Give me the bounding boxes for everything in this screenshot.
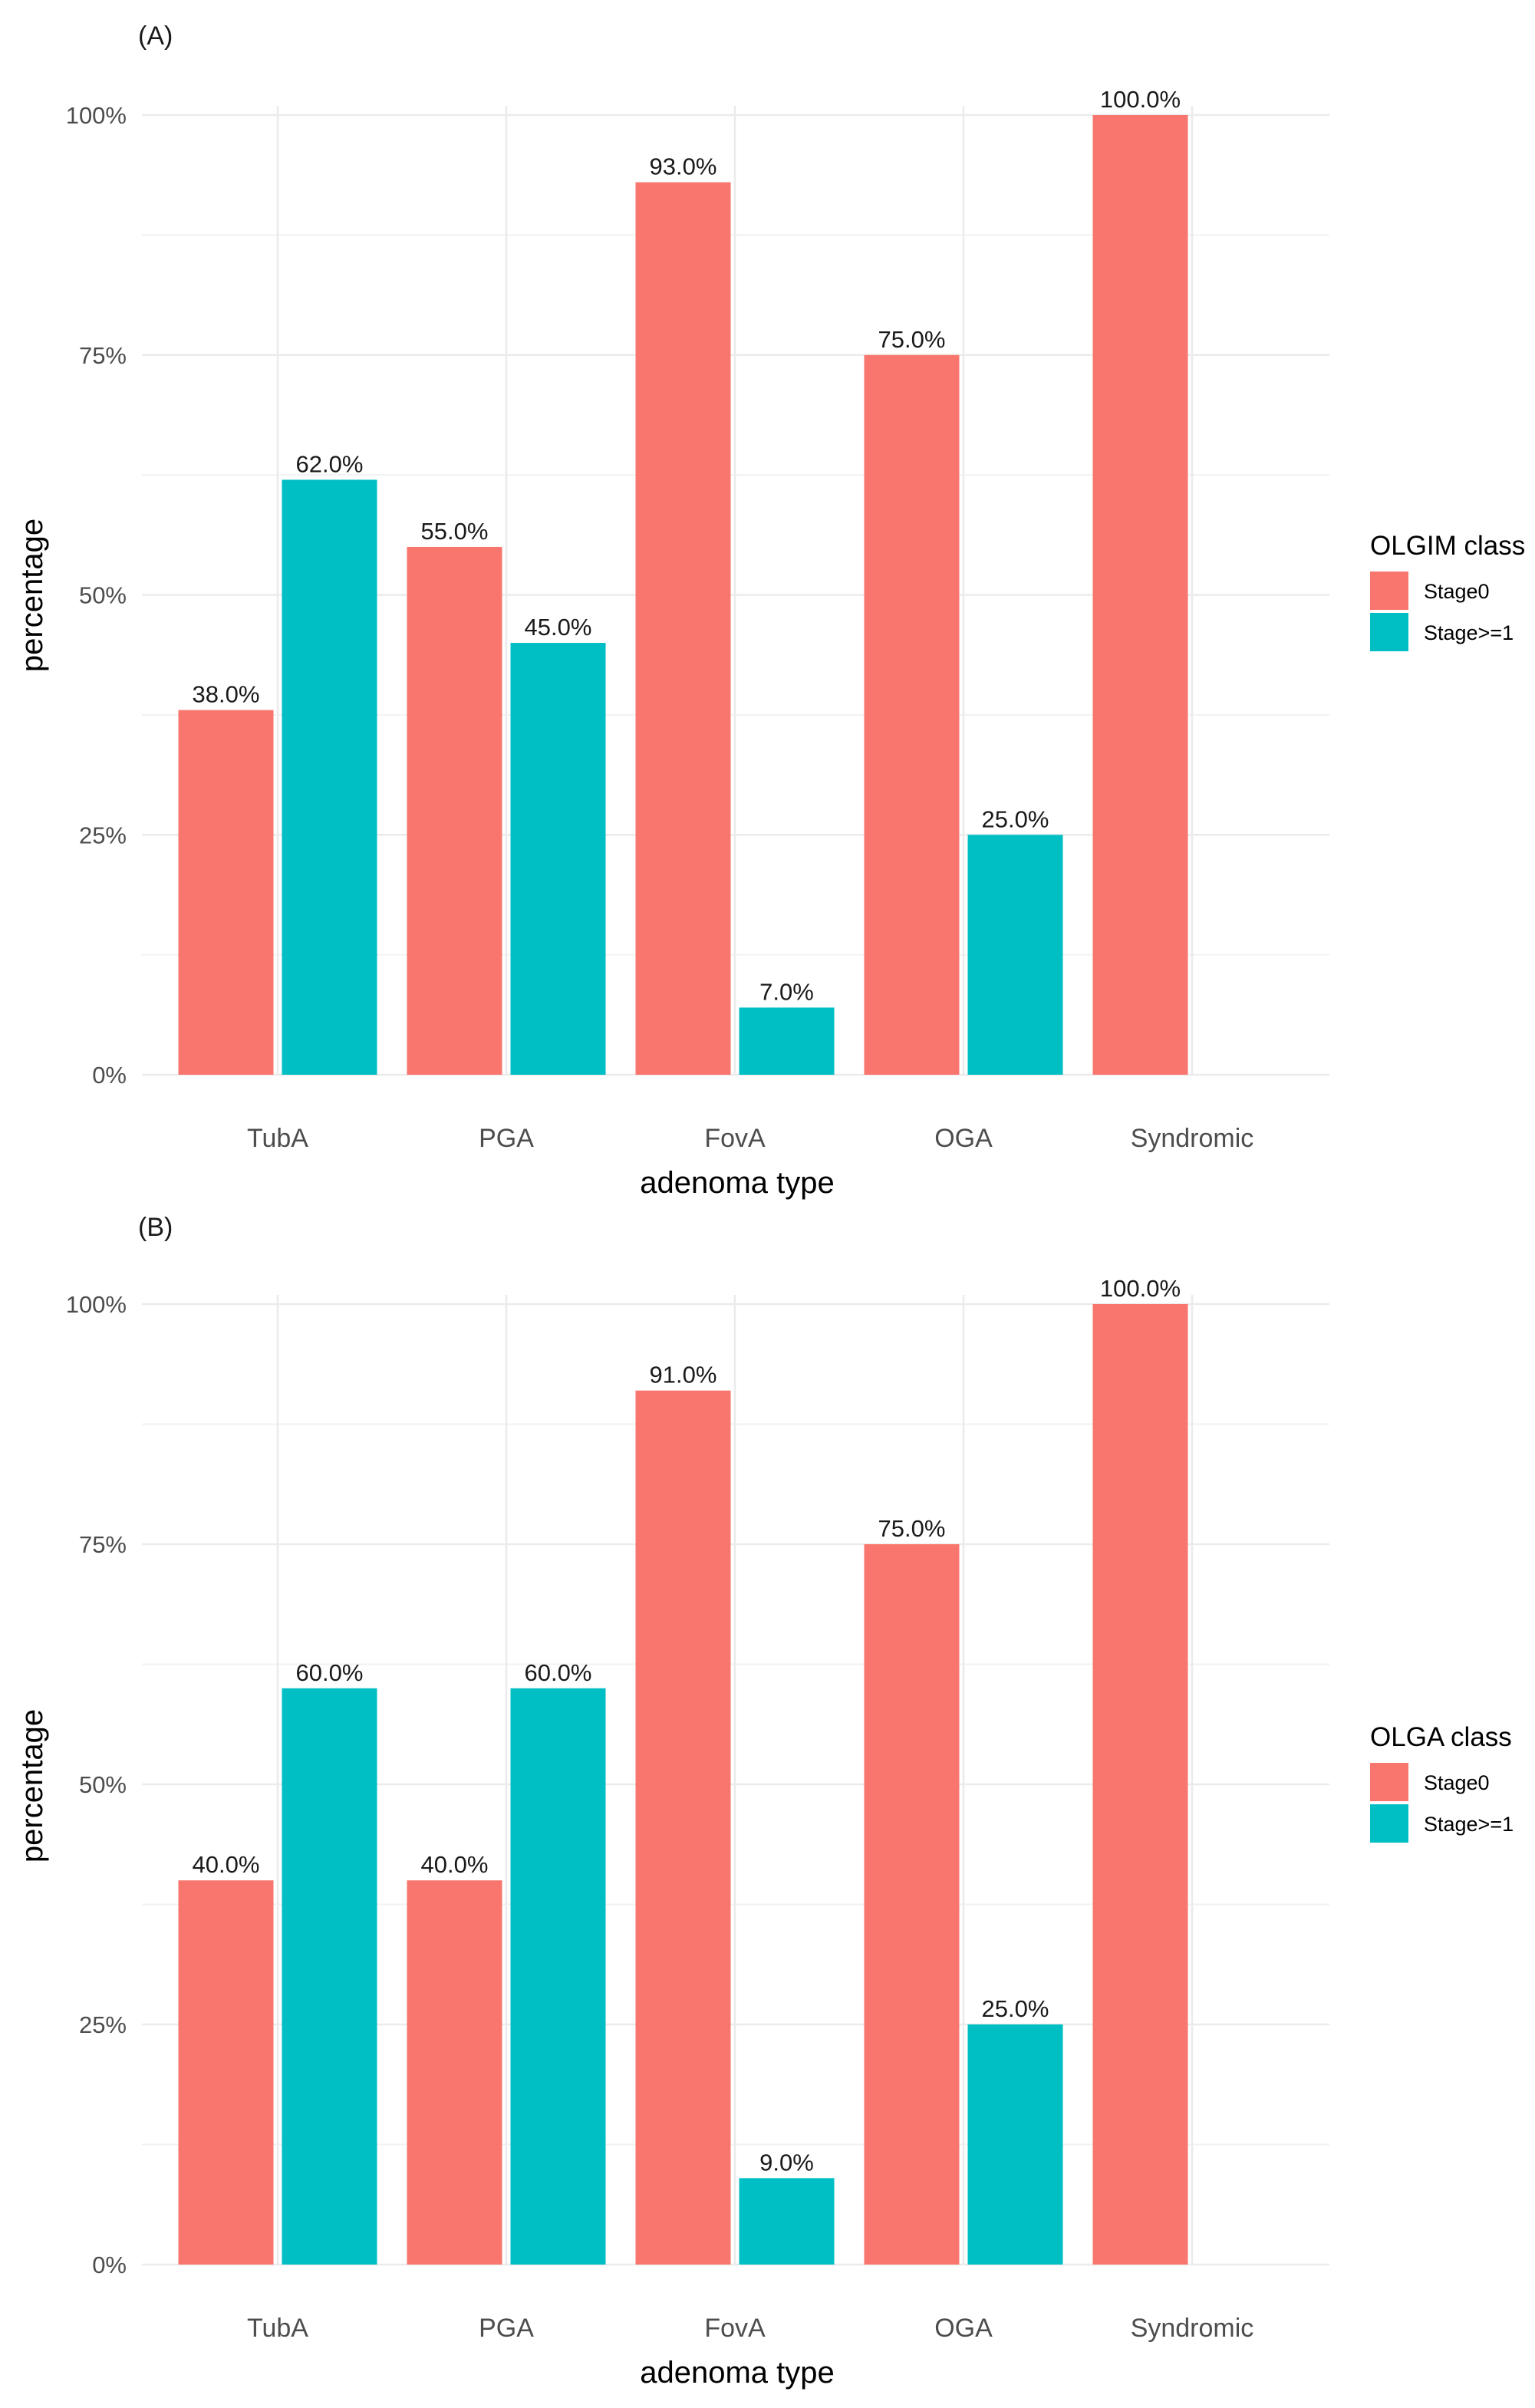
bar-value-labels: 40.0% 60.0% 40.0% 60.0% 91.0% 9.0% 75.0% 25.0% 1… (193, 1275, 1181, 2176)
bar (635, 1390, 731, 2265)
bar-value-label: 93.0% (650, 153, 717, 180)
y-tick-label: 0% (92, 1062, 127, 1089)
x-tick-labels: TubA PGA FovA OGA Syndromic (247, 2314, 1253, 2343)
x-tick-label: FovA (704, 1124, 766, 1153)
y-tick-label: 75% (79, 1531, 127, 1558)
y-tick-labels: 0% 25% 50% 75% 100% (66, 102, 127, 1089)
legend-title: OLGA class (1370, 1722, 1512, 1752)
y-tick-label: 50% (79, 1771, 127, 1798)
legend-title: OLGIM class (1370, 531, 1525, 561)
bar (739, 1007, 835, 1075)
bar-value-labels: 38.0% 62.0% 55.0% 45.0% 93.0% 7.0% 75.0% 25.0% 1… (193, 86, 1181, 1005)
bar-value-label: 25.0% (982, 1995, 1049, 2022)
bar-value-label: 45.0% (525, 614, 592, 641)
x-tick-label: TubA (247, 2314, 308, 2343)
bar (510, 1688, 606, 2265)
legend-key (1370, 1763, 1408, 1801)
bar-value-label: 91.0% (650, 1362, 717, 1388)
bar-value-label: 75.0% (878, 1515, 946, 1542)
x-tick-label: PGA (479, 2314, 534, 2343)
y-tick-label: 25% (79, 2011, 127, 2038)
legend-key (1370, 572, 1408, 610)
bar (407, 546, 502, 1075)
bar-value-label: 62.0% (296, 450, 364, 477)
bar (635, 182, 731, 1075)
bar (510, 643, 606, 1075)
x-tick-label: OGA (934, 1124, 993, 1153)
bar-value-label: 9.0% (759, 2149, 814, 2176)
bar (1092, 115, 1188, 1075)
bar (178, 710, 274, 1075)
bar (178, 1880, 274, 2265)
bar-value-label: 100.0% (1100, 86, 1181, 113)
legend: OLGIM class Stage0 Stage>=1 (1370, 531, 1525, 651)
x-tick-label: TubA (247, 1124, 308, 1153)
chart-panel-b: (B) 0% 25% 50% 75% 100% 40.0% 60.0% 40.0% 60.0%… (15, 1213, 1514, 2390)
bar (967, 835, 1063, 1075)
bar-value-label: 60.0% (525, 1659, 592, 1686)
bar (282, 1688, 377, 2265)
x-tick-label: Syndromic (1131, 2314, 1254, 2343)
bar-value-label: 38.0% (193, 681, 260, 708)
legend-key (1370, 1804, 1408, 1843)
y-tick-label: 100% (66, 1291, 127, 1318)
y-tick-label: 0% (92, 2252, 127, 2278)
bar (864, 354, 960, 1075)
x-tick-labels: TubA PGA FovA OGA Syndromic (247, 1124, 1253, 1153)
y-tick-label: 25% (79, 822, 127, 848)
bar (407, 1880, 502, 2265)
bars (178, 115, 1188, 1075)
x-axis-title: adenoma type (640, 1166, 835, 1200)
bar (282, 479, 377, 1075)
x-axis-title: adenoma type (640, 2356, 835, 2390)
x-tick-label: PGA (479, 1124, 534, 1153)
y-tick-label: 50% (79, 582, 127, 609)
legend-key (1370, 613, 1408, 651)
y-axis-title: percentage (15, 1709, 49, 1863)
y-tick-labels: 0% 25% 50% 75% 100% (66, 1291, 127, 2278)
bar (967, 2024, 1063, 2265)
legend: OLGA class Stage0 Stage>=1 (1370, 1722, 1514, 1843)
bar (864, 1544, 960, 2265)
chart-panel-a: (A) 0% 25% 50% 75% 100% 38.0% 62.0% 55.0% 45.0%… (15, 21, 1525, 1200)
x-tick-label: FovA (704, 2314, 766, 2343)
legend-label: Stage0 (1424, 580, 1490, 603)
bar (739, 2178, 835, 2265)
bars (178, 1304, 1188, 2265)
legend-label: Stage>=1 (1424, 1813, 1514, 1836)
bar-value-label: 40.0% (193, 1851, 260, 1878)
y-tick-label: 100% (66, 102, 127, 129)
legend-label: Stage0 (1424, 1771, 1490, 1794)
legend-label: Stage>=1 (1424, 621, 1514, 644)
x-tick-label: OGA (934, 2314, 993, 2343)
bar-value-label: 60.0% (296, 1659, 364, 1686)
bar-value-label: 7.0% (759, 978, 814, 1005)
panel-label: (B) (138, 1213, 173, 1242)
bar-value-label: 55.0% (421, 518, 489, 545)
bar-value-label: 40.0% (421, 1851, 489, 1878)
y-tick-label: 75% (79, 342, 127, 369)
y-axis-title: percentage (15, 519, 49, 672)
bar (1092, 1304, 1188, 2265)
panel-label: (A) (138, 21, 173, 51)
bar-value-label: 100.0% (1100, 1275, 1181, 1302)
bar-value-label: 75.0% (878, 326, 946, 353)
x-tick-label: Syndromic (1131, 1124, 1254, 1153)
bar-value-label: 25.0% (982, 805, 1049, 832)
